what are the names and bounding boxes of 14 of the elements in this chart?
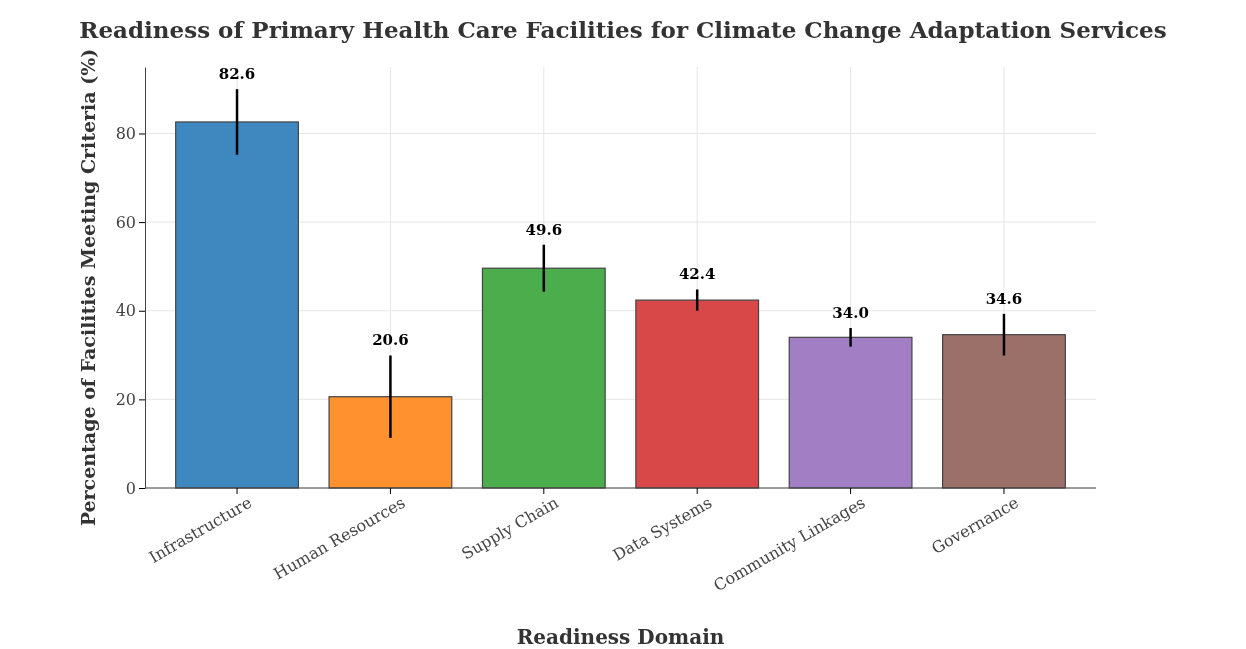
- y-tick-label: 80: [115, 124, 136, 144]
- y-tick-label: 40: [115, 301, 136, 321]
- data-label: 34.6: [985, 289, 1023, 308]
- data-label: 42.4: [678, 265, 716, 284]
- data-label: 49.6: [525, 220, 563, 239]
- y-axis-title: Percentage of Facilities Meeting Criteria (%): [77, 48, 99, 527]
- chart-title: Readiness of Primary Health Care Facilities for Climate Change Adaptation Services: [79, 16, 1167, 43]
- y-tick-label: 0: [125, 478, 136, 498]
- data-label: 82.6: [218, 65, 256, 84]
- y-tick-label: 60: [115, 212, 136, 232]
- data-label: 20.6: [372, 331, 409, 350]
- data-label: 34.0: [832, 304, 869, 323]
- y-tick-label: 20: [115, 389, 136, 409]
- x-axis-title: Readiness Domain: [516, 625, 725, 649]
